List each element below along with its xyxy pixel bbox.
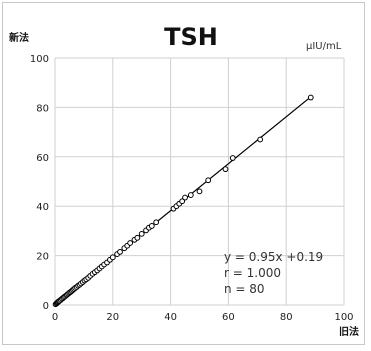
data-point bbox=[117, 248, 123, 255]
x-tick-label: 40 bbox=[164, 312, 177, 323]
data-point bbox=[134, 234, 141, 241]
y-tick-label: 0 bbox=[43, 301, 49, 312]
unit-label: μIU/mL bbox=[306, 41, 342, 52]
y-tick-label: 80 bbox=[36, 103, 49, 114]
data-point bbox=[187, 192, 194, 198]
y-tick-label: 60 bbox=[36, 153, 49, 164]
y-axis-label: 新法 bbox=[9, 31, 29, 44]
data-point bbox=[196, 188, 203, 195]
y-tick-label: 100 bbox=[30, 54, 49, 65]
regression-equation: y = 0.95x +0.19 bbox=[224, 250, 323, 264]
x-tick-label: 0 bbox=[52, 312, 58, 323]
data-point bbox=[205, 177, 212, 184]
sample-count: n = 80 bbox=[224, 282, 265, 296]
data-point bbox=[229, 155, 236, 161]
data-points bbox=[52, 94, 314, 308]
x-tick-label: 60 bbox=[222, 312, 235, 323]
data-point bbox=[307, 94, 314, 101]
data-point bbox=[153, 219, 160, 226]
x-tick-label: 100 bbox=[334, 312, 353, 323]
tsh-scatter-chart: 0 20 40 60 80 100 0 20 40 60 80 100 TSH 新法 μIU/mL 旧… bbox=[9, 23, 359, 338]
x-tick-label: 80 bbox=[280, 312, 293, 323]
data-point bbox=[148, 223, 155, 229]
chart-frame: 0 20 40 60 80 100 0 20 40 60 80 100 TSH 新法 μIU/mL 旧… bbox=[2, 2, 365, 345]
data-point bbox=[179, 198, 186, 205]
grid-lines bbox=[54, 57, 345, 306]
y-tick-label: 20 bbox=[36, 252, 49, 263]
x-tick-label: 20 bbox=[106, 312, 119, 323]
data-point bbox=[257, 136, 264, 143]
data-point bbox=[138, 230, 145, 237]
x-axis-label: 旧法 bbox=[339, 325, 359, 338]
data-point bbox=[109, 254, 116, 261]
data-point bbox=[127, 240, 134, 246]
tick-labels: 0 20 40 60 80 100 0 20 40 60 80 100 bbox=[30, 54, 354, 323]
chart-title: TSH bbox=[164, 23, 218, 51]
data-point bbox=[222, 166, 229, 173]
correlation-coefficient: r = 1.000 bbox=[224, 266, 281, 280]
data-point bbox=[182, 194, 188, 201]
y-tick-label: 40 bbox=[36, 202, 49, 213]
